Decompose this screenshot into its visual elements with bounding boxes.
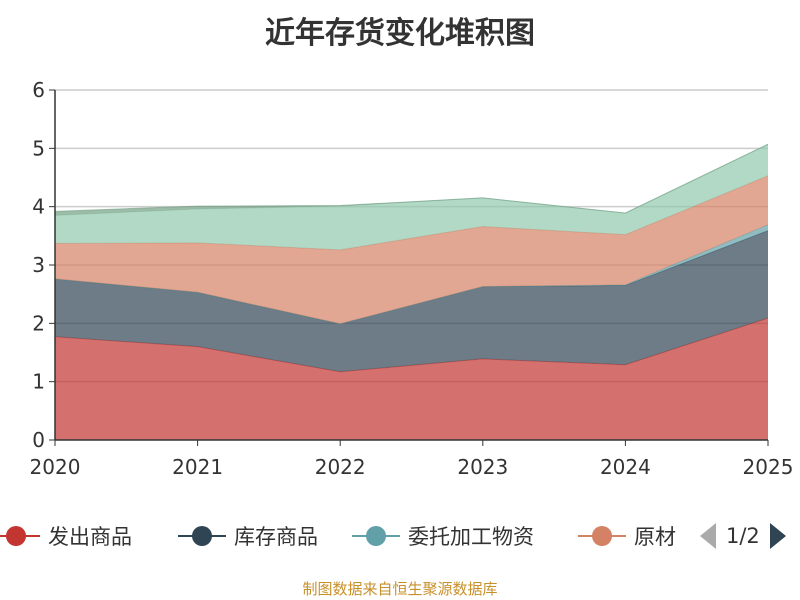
legend-label: 原材 (634, 525, 676, 549)
legend-label: 发出商品 (48, 525, 132, 549)
legend-pager: 1/2 (700, 518, 786, 554)
x-tick-label: 2023 (457, 455, 508, 479)
y-tick-label: 4 (32, 195, 45, 219)
legend-label: 库存商品 (234, 525, 318, 549)
y-tick-label: 0 (32, 428, 45, 452)
source-note: 制图数据来自恒生聚源数据库 (302, 580, 498, 598)
legend-marker-icon (178, 518, 226, 554)
x-tick-label: 2021 (172, 455, 223, 479)
x-tick-label: 2020 (30, 455, 81, 479)
area-series-1 (55, 318, 768, 440)
y-tick-label: 1 (32, 370, 45, 394)
y-tick-label: 2 (32, 311, 45, 335)
legend-prev-icon[interactable] (700, 523, 716, 549)
area-series-4 (55, 175, 768, 324)
area-series-5 (55, 144, 768, 250)
legend-item[interactable]: 委托加工物资 (352, 518, 534, 554)
chart-title: 近年存货变化堆积图 (265, 16, 535, 51)
legend-label: 委托加工物资 (408, 525, 534, 549)
legend-marker-icon (0, 518, 40, 554)
y-tick-label: 6 (32, 78, 45, 102)
y-tick-label: 5 (32, 136, 45, 160)
legend-next-icon[interactable] (769, 523, 786, 549)
legend-marker-icon (352, 518, 400, 554)
legend-item[interactable]: 发出商品 (0, 518, 132, 554)
area-series-2 (55, 230, 768, 372)
legend-page-label: 1/2 (726, 524, 760, 548)
line-series-6 (54, 143, 769, 214)
x-tick-label: 2024 (600, 455, 651, 479)
legend: 发出商品 库存商品 委托加工物资 原材 (0, 518, 800, 554)
y-tick-label: 3 (32, 253, 45, 277)
legend-item[interactable]: 库存商品 (178, 518, 318, 554)
legend-marker-icon (578, 518, 626, 554)
x-tick-label: 2025 (743, 455, 794, 479)
legend-item[interactable]: 原材 (578, 518, 684, 554)
x-tick-label: 2022 (315, 455, 366, 479)
